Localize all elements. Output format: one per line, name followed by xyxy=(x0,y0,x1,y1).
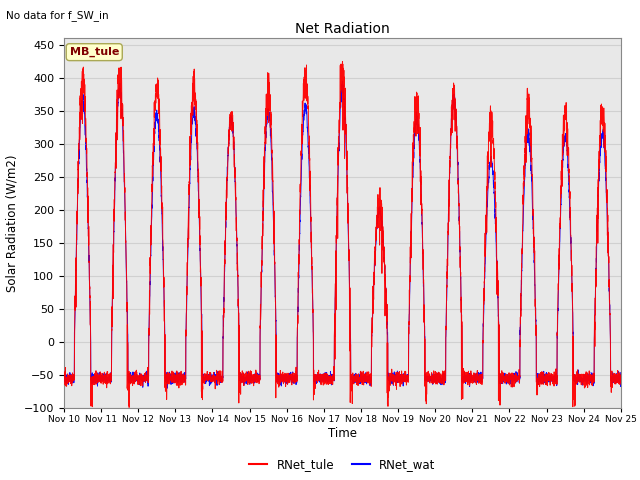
Text: MB_tule: MB_tule xyxy=(70,47,119,57)
Legend: RNet_tule, RNet_wat: RNet_tule, RNet_wat xyxy=(244,454,440,476)
Y-axis label: Solar Radiation (W/m2): Solar Radiation (W/m2) xyxy=(5,155,19,292)
Title: Net Radiation: Net Radiation xyxy=(295,22,390,36)
Text: No data for f_SW_in: No data for f_SW_in xyxy=(6,10,109,21)
X-axis label: Time: Time xyxy=(328,427,357,440)
